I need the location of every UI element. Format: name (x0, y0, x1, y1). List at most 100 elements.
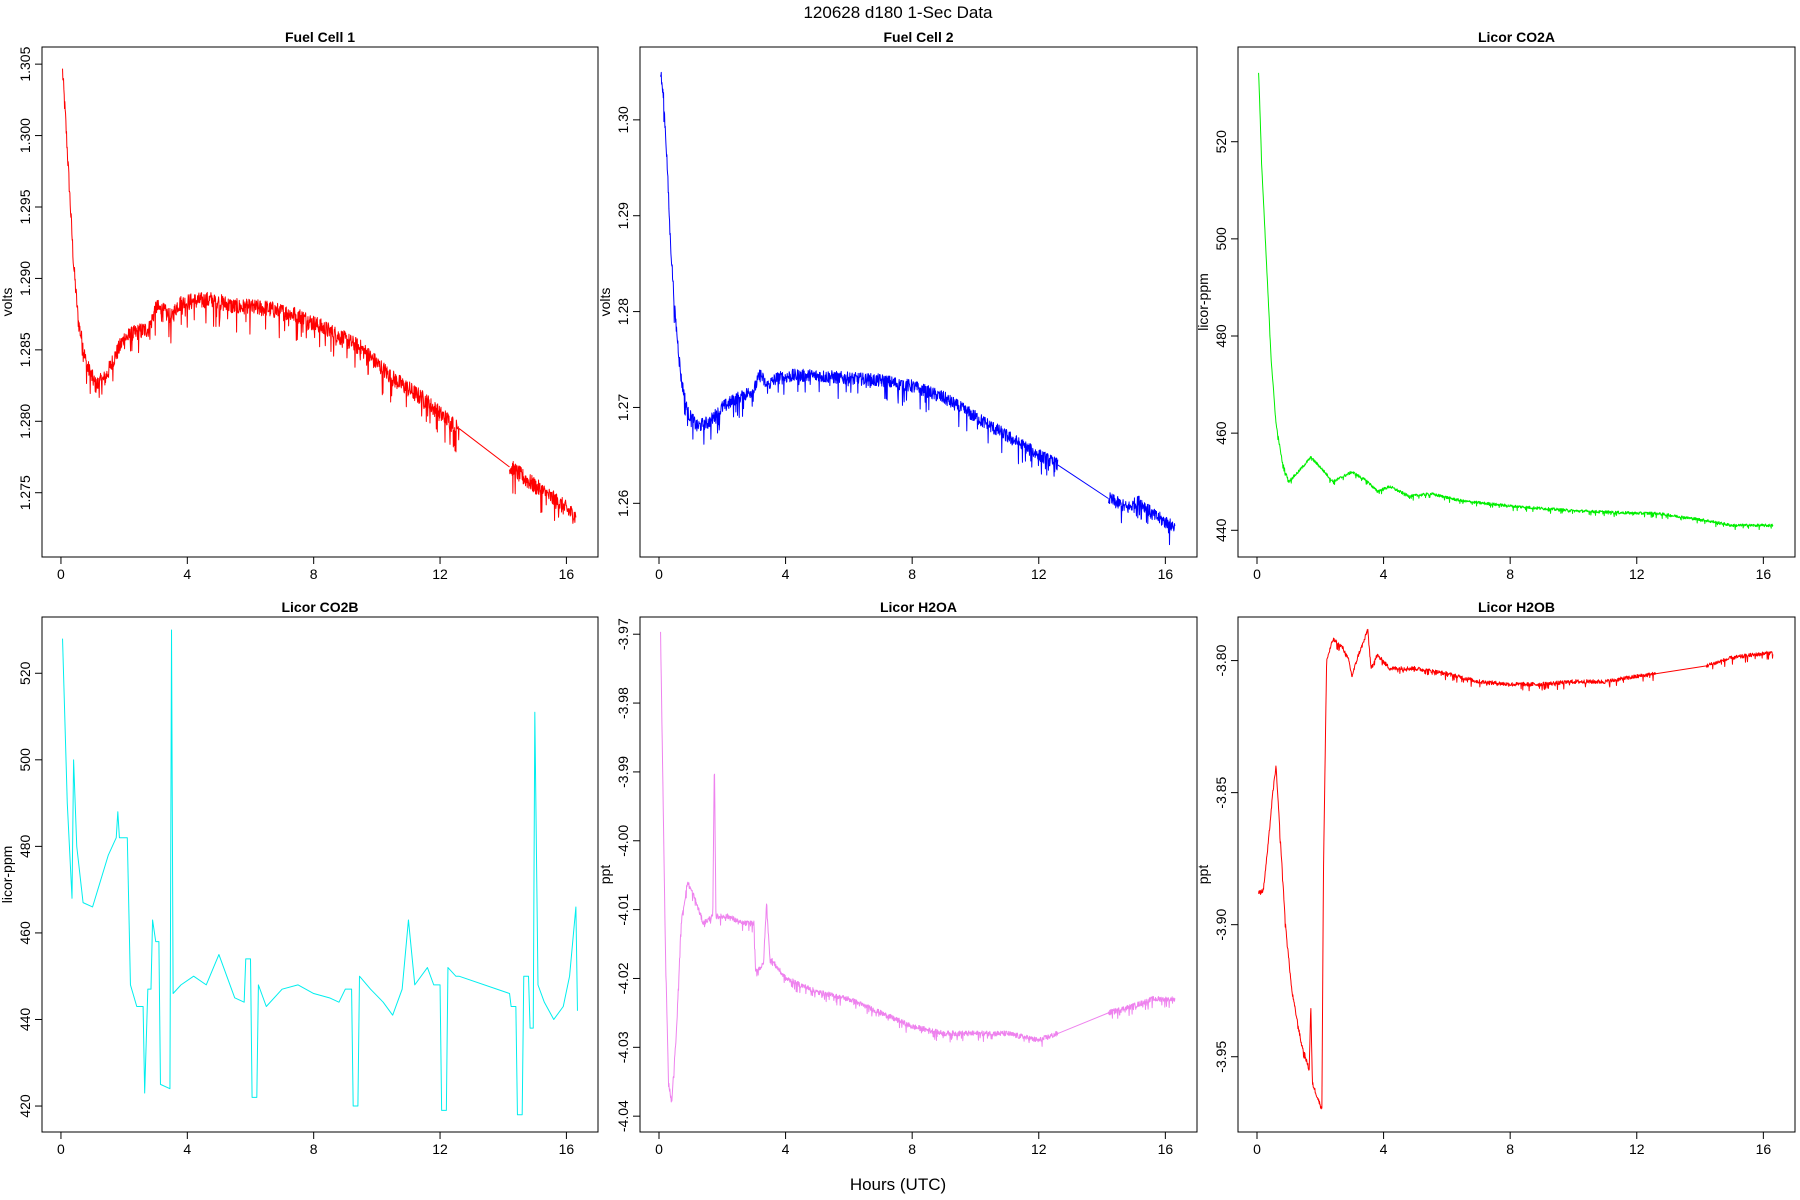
series-line (509, 461, 577, 524)
panel-title: Licor CO2B (281, 599, 358, 615)
y-tick-label: -3.99 (615, 756, 631, 788)
y-tick-label: -3.90 (1213, 909, 1229, 941)
x-tick-label: 16 (1756, 566, 1772, 582)
y-tick-label: 440 (1213, 518, 1229, 542)
y-tick-label: 500 (17, 748, 33, 772)
series-line (1107, 492, 1176, 546)
x-tick-label: 0 (655, 1141, 663, 1157)
panels: Fuel Cell 10 4 8 12 161.2751.2801.2851.2901.… (0, 29, 1796, 1157)
series-line (1057, 1012, 1109, 1035)
series (1258, 628, 1774, 1110)
series-line (1655, 665, 1707, 675)
x-tick-label: 16 (1756, 1141, 1772, 1157)
series-line (62, 68, 460, 453)
y-axis-label: ppt (597, 865, 613, 885)
y-tick-label: 520 (1213, 130, 1229, 154)
x-tick-label: 4 (183, 566, 191, 582)
series-line (1057, 464, 1109, 499)
series-line (1258, 628, 1657, 1110)
panel-4: Licor CO2B 0 4 8 12 16 420 440 460 480 500 520 licor… (0, 599, 599, 1157)
x-tick-label: 0 (1253, 566, 1261, 582)
y-tick-label: 1.27 (615, 394, 631, 421)
x-tick-label: 16 (1158, 566, 1174, 582)
y-tick-label: 1.290 (17, 261, 33, 296)
x-tick-label: 4 (782, 566, 790, 582)
y-tick-label: -4.02 (615, 962, 631, 994)
panel-5: Licor H2OA 0 4 8 12 16 -4.04 -4.03 -4.02 -4.01 -4.… (597, 599, 1198, 1157)
x-tick-label: 0 (57, 1141, 65, 1157)
y-tick-label: 1.305 (17, 46, 33, 81)
y-tick-label: 460 (17, 921, 33, 945)
y-axis-label: licor-ppm (0, 846, 15, 904)
series-line (1705, 650, 1774, 670)
y-tick-label: 500 (1213, 227, 1229, 251)
series-line (458, 428, 510, 468)
series-line (1258, 72, 1774, 531)
x-tick-label: 8 (908, 566, 916, 582)
series (62, 68, 577, 524)
plot-frame (41, 46, 599, 558)
y-axis-label: volts (597, 288, 613, 317)
x-tick-label: 12 (432, 566, 448, 582)
y-tick-label: 1.280 (17, 404, 33, 439)
y-tick-label: -3.97 (615, 618, 631, 650)
series-line (660, 631, 1059, 1103)
y-tick-label: 520 (17, 661, 33, 685)
panel-title: Licor H2OB (1478, 599, 1555, 615)
y-tick-label: 420 (17, 1094, 33, 1118)
plot-frame (1237, 46, 1796, 558)
y-tick-label: 1.275 (17, 475, 33, 510)
x-tick-label: 12 (1629, 566, 1645, 582)
x-axis-label: Hours (UTC) (850, 1175, 946, 1194)
x-tick-label: 4 (782, 1141, 790, 1157)
x-tick-label: 4 (183, 1141, 191, 1157)
x-tick-label: 0 (1253, 1141, 1261, 1157)
panel-title: Licor H2OA (880, 599, 957, 615)
x-tick-label: 8 (310, 566, 318, 582)
x-tick-label: 12 (1629, 1141, 1645, 1157)
y-tick-label: 480 (17, 834, 33, 858)
y-axis-label: volts (0, 288, 15, 317)
plot-frame (1237, 616, 1796, 1133)
y-tick-label: -3.85 (1213, 776, 1229, 808)
panel-2: Fuel Cell 2 0 4 8 12 16 1.26 1.27 1.28 1.29 1.30 vo… (597, 29, 1198, 582)
x-tick-label: 12 (432, 1141, 448, 1157)
x-tick-label: 8 (1506, 566, 1514, 582)
y-tick-label: 1.30 (615, 106, 631, 133)
y-tick-label: 1.285 (17, 332, 33, 367)
series (62, 629, 578, 1116)
y-tick-label: 440 (17, 1008, 33, 1032)
panel-title: Licor CO2A (1478, 29, 1555, 45)
x-tick-label: 16 (1158, 1141, 1174, 1157)
x-tick-label: 0 (655, 566, 663, 582)
y-axis-label: licor-ppm (1195, 273, 1211, 331)
series-line (660, 71, 1059, 477)
series (660, 71, 1176, 546)
series-line (1107, 995, 1176, 1019)
y-tick-label: 1.29 (615, 202, 631, 229)
y-tick-label: 1.300 (17, 118, 33, 153)
x-tick-label: 16 (559, 566, 575, 582)
y-tick-label: -4.01 (615, 893, 631, 925)
y-tick-label: 1.295 (17, 189, 33, 224)
y-tick-label: -4.04 (615, 1100, 631, 1132)
y-tick-label: 1.28 (615, 298, 631, 325)
x-tick-label: 8 (908, 1141, 916, 1157)
x-tick-label: 0 (57, 566, 65, 582)
figure-title: 120628 d180 1-Sec Data (803, 3, 993, 22)
y-tick-label: 480 (1213, 324, 1229, 348)
x-tick-label: 12 (1031, 1141, 1047, 1157)
panel-title: Fuel Cell 1 (285, 29, 355, 45)
panel-6: Licor H2OB 0 4 8 12 16 -3.95 -3.90 -3.85 -3.80 ppt (1195, 599, 1796, 1157)
series (1258, 72, 1774, 531)
x-tick-label: 8 (310, 1141, 318, 1157)
y-tick-label: -3.80 (1213, 644, 1229, 676)
x-tick-label: 4 (1380, 1141, 1388, 1157)
y-tick-label: -3.95 (1213, 1041, 1229, 1073)
x-tick-label: 4 (1380, 566, 1388, 582)
x-tick-label: 12 (1031, 566, 1047, 582)
panel-title: Fuel Cell 2 (883, 29, 953, 45)
y-axis-label: ppt (1195, 865, 1211, 885)
